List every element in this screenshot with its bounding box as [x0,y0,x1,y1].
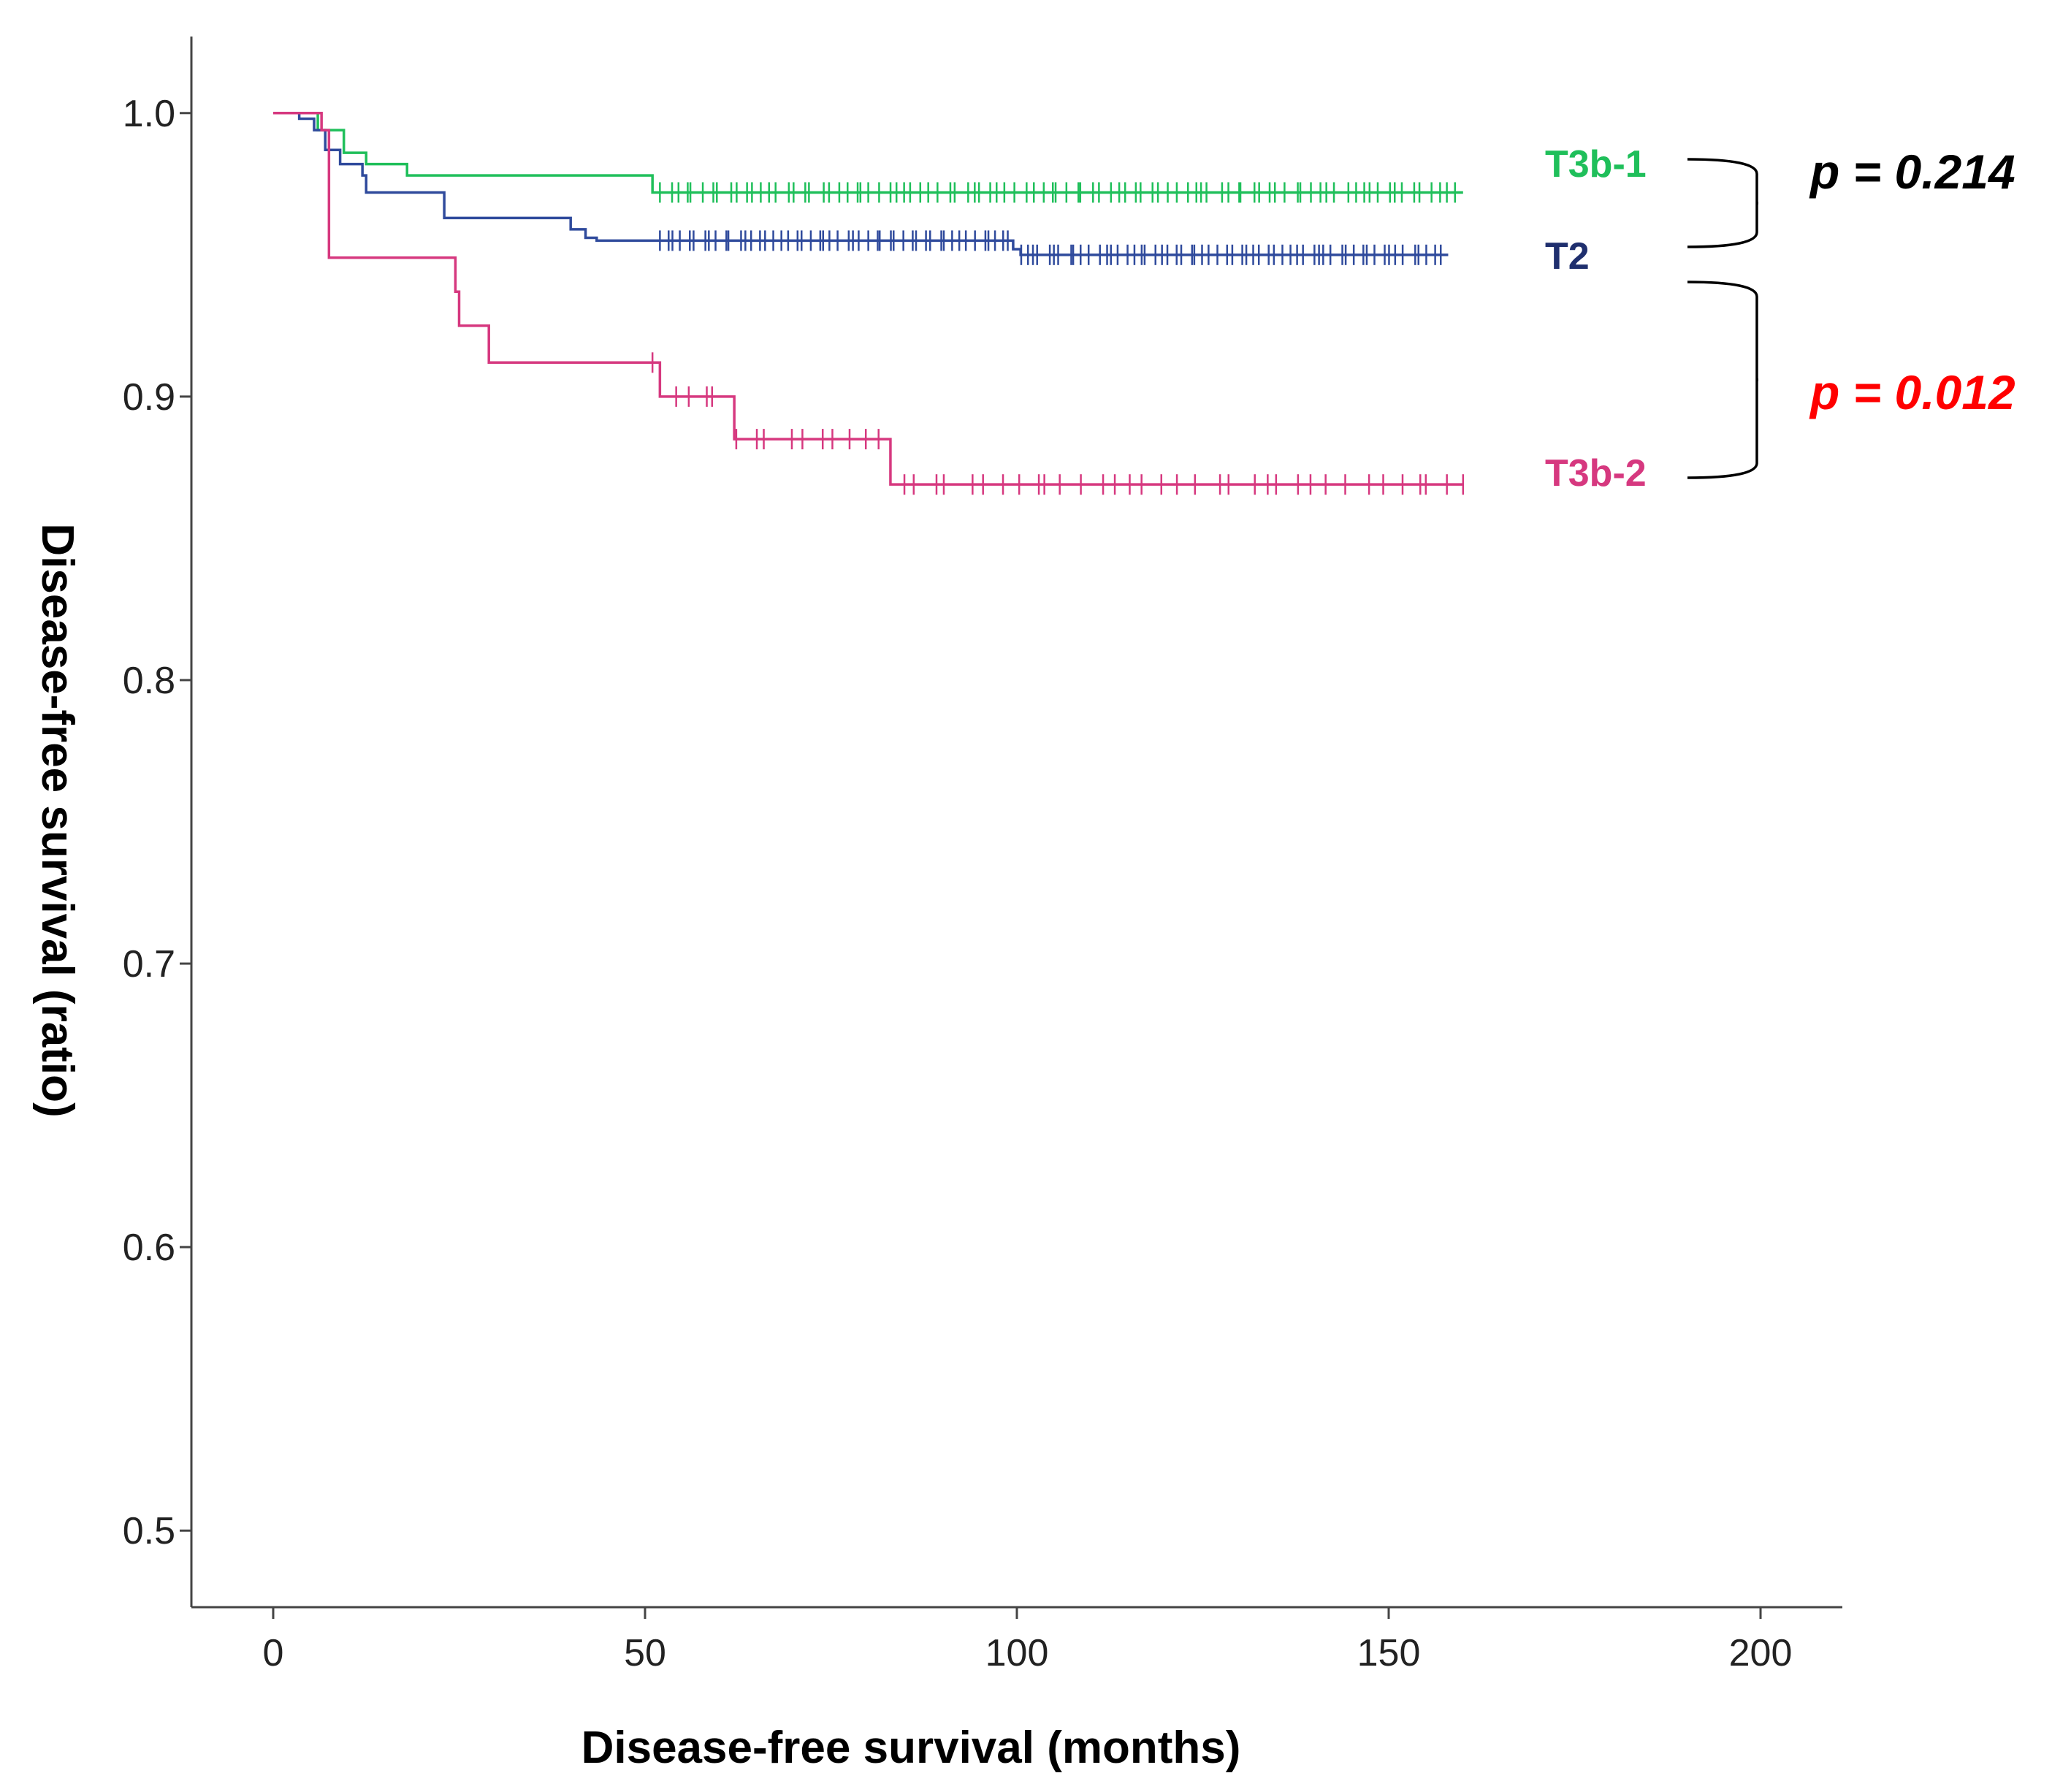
x-tick-label: 150 [1357,1632,1421,1674]
y-tick-label: 0.8 [123,660,175,702]
series-label-t3b-1: T3b-1 [1545,143,1647,186]
bracket-t2-t3b2 [1687,281,1758,479]
y-tick-label: 0.5 [123,1510,175,1552]
y-tick-label: 0.6 [123,1227,175,1269]
x-tick-label: 100 [985,1632,1049,1674]
p-value-2: p = 0.012 [1809,365,2015,419]
comparison-brackets: p = 0.214 p = 0.012 [1687,145,2015,479]
x-tick-label: 0 [263,1632,284,1674]
series-label-t3b-2: T3b-2 [1545,452,1647,495]
y-axis-title: Disease-free survival (ratio) [32,523,83,1117]
curve-t3b-2 [272,112,1463,486]
bracket-t3b1-t2 [1687,158,1758,248]
p-value-1: p = 0.214 [1809,145,2015,199]
series-label-t2: T2 [1545,235,1590,278]
y-tick-label: 0.7 [123,943,175,985]
x-tick-label: 50 [624,1632,666,1674]
y-tick-label: 1.0 [123,93,175,135]
survival-curves [272,112,1463,486]
x-tick-label: 200 [1729,1632,1793,1674]
curve-t3b-1 [272,112,1463,194]
censor-marks [651,182,1465,495]
y-tick-label: 0.9 [123,376,175,419]
series-labels: T3b-1 T2 T3b-2 [1545,143,1647,495]
axes: 0.5 0.6 0.7 0.8 0.9 1.0 0 50 100 150 200 [123,37,1842,1674]
x-axis-title: Disease-free survival (months) [581,1723,1241,1773]
